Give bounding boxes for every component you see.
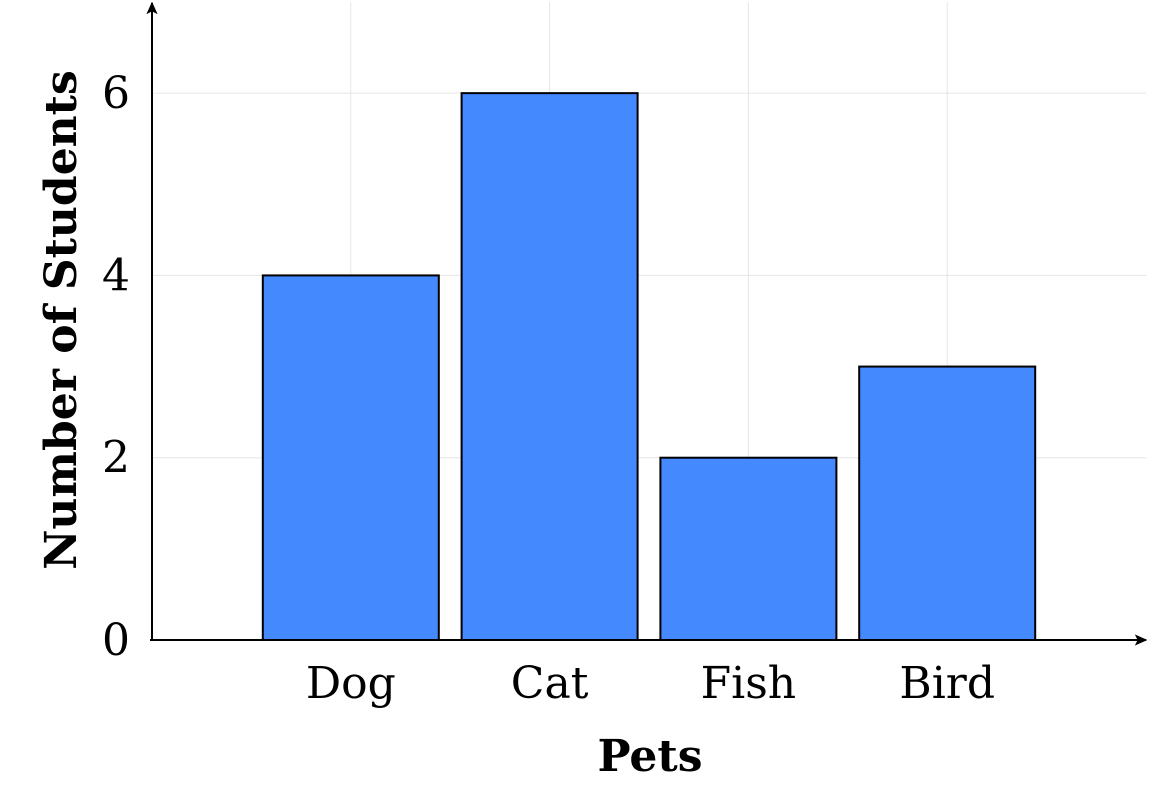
bar-cat [460, 92, 639, 641]
x-axis-title: Pets [598, 731, 703, 782]
y-tick-labels: 0 2 4 6 [102, 68, 130, 666]
bar-dog [261, 274, 440, 641]
x-tick-label-dog: Dog [306, 658, 396, 709]
y-axis-title: Number of Students [36, 70, 87, 570]
x-tick-label-bird: Bird [899, 658, 995, 709]
y-tick-label: 6 [102, 68, 130, 119]
x-tick-label-fish: Fish [701, 658, 797, 709]
x-tick-labels: Dog Cat Fish Bird [306, 658, 995, 709]
y-tick-label: 2 [102, 433, 130, 484]
bar-fish [659, 456, 838, 642]
y-tick-label: 0 [102, 615, 130, 666]
bar-bird [858, 365, 1037, 641]
bars [261, 92, 1037, 642]
y-tick-label: 4 [102, 250, 130, 301]
x-tick-label-cat: Cat [511, 658, 589, 709]
